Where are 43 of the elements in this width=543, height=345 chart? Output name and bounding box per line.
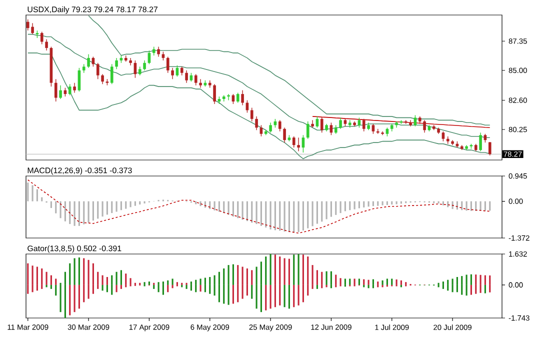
candlestick xyxy=(157,46,160,58)
candlestick xyxy=(260,124,263,137)
candlestick xyxy=(255,116,258,130)
candlestick xyxy=(339,117,342,130)
candlestick xyxy=(73,82,76,94)
candlestick xyxy=(87,54,90,68)
candlestick xyxy=(54,78,58,102)
candlestick xyxy=(78,68,81,92)
candlestick xyxy=(302,134,305,153)
candlestick xyxy=(59,84,62,100)
candlestick xyxy=(199,78,202,88)
candlestick xyxy=(185,70,188,84)
candlestick xyxy=(40,31,44,45)
candlestick xyxy=(171,68,174,80)
candlestick xyxy=(423,120,426,133)
candlestick xyxy=(101,74,104,84)
candlestick xyxy=(479,132,482,152)
candlestick xyxy=(297,137,300,152)
candlestick xyxy=(362,118,366,132)
candlestick xyxy=(166,56,170,74)
candlestick xyxy=(278,120,282,132)
candlestick xyxy=(115,58,118,70)
candlestick xyxy=(68,84,72,96)
candlestick xyxy=(213,84,216,104)
candlestick xyxy=(442,131,445,142)
candlestick xyxy=(372,124,375,134)
candlestick xyxy=(311,120,314,128)
candlestick xyxy=(409,120,412,127)
candlestick xyxy=(283,127,286,143)
candlestick xyxy=(110,64,114,84)
candlestick xyxy=(96,62,100,80)
candlestick xyxy=(45,38,48,51)
candlestick xyxy=(269,122,272,133)
candlestick xyxy=(241,90,244,106)
candlestick xyxy=(129,58,132,66)
candlestick xyxy=(236,92,240,104)
candlestick xyxy=(292,136,296,148)
candlestick xyxy=(143,60,146,71)
candlestick xyxy=(320,117,324,133)
candlestick xyxy=(250,107,254,122)
candlestick xyxy=(306,121,310,140)
candlestick xyxy=(194,74,198,86)
candlestick xyxy=(488,142,492,156)
